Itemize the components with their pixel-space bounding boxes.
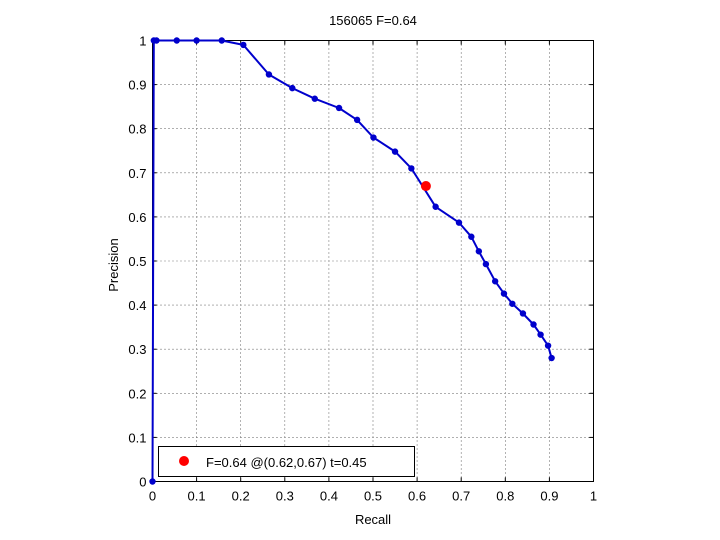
y-tick-label: 0.2	[128, 386, 146, 401]
legend-label: F=0.64 @(0.62,0.67) t=0.45	[206, 455, 367, 470]
x-tick-label: 1	[590, 489, 597, 504]
pr-curve-series	[149, 37, 555, 485]
x-tick-label: 0.9	[540, 489, 558, 504]
pr-curve-point	[370, 134, 377, 141]
pr-curve-point	[519, 310, 527, 317]
y-tick-label: 0.8	[128, 122, 146, 137]
legend-box	[158, 446, 415, 477]
pr-curve-point	[530, 321, 537, 328]
pr-curve-point	[475, 248, 483, 255]
pr-curve-point	[153, 37, 160, 44]
y-tick-label: 0.5	[128, 254, 146, 269]
pr-curve-point	[537, 331, 544, 338]
y-tick-label: 0.1	[128, 430, 146, 445]
legend-marker	[179, 456, 189, 466]
y-tick-labels: 0 0.1 0.2 0.3 0.4 0.5 0.6 0.7 0.8 0.9 1	[128, 34, 146, 490]
pr-curve-point	[240, 41, 247, 49]
pr-curve-point	[509, 300, 516, 307]
x-axis-label: Recall	[355, 512, 391, 527]
pr-curve-point	[432, 203, 439, 210]
x-tick-label: 0	[149, 489, 156, 504]
y-axis-label: Precision	[106, 238, 121, 291]
pr-curve-point	[193, 37, 200, 44]
y-tick-label: 0.3	[128, 342, 146, 357]
legend: F=0.64 @(0.62,0.67) t=0.45	[158, 446, 415, 477]
chart-title: 156065 F=0.64	[329, 13, 417, 28]
pr-curve-point	[455, 219, 463, 226]
y-tick-label: 0	[139, 475, 146, 490]
x-tick-label: 0.7	[452, 489, 470, 504]
pr-curve-point	[265, 71, 273, 78]
pr-curve-point	[311, 95, 318, 102]
best-f-marker-group	[420, 181, 431, 192]
pr-curve-point	[408, 165, 415, 172]
x-tick-label: 0.1	[188, 489, 206, 504]
pr-curve-line	[151, 39, 553, 482]
pr-curve-point	[468, 233, 475, 240]
grid-lines	[152, 40, 594, 482]
pr-curve-point	[391, 148, 399, 155]
pr-curve-point	[544, 342, 552, 349]
x-tick-label: 0.6	[408, 489, 426, 504]
x-tick-label: 0.2	[232, 489, 250, 504]
y-tick-label: 0.9	[128, 78, 146, 93]
pr-curve-point	[149, 478, 156, 485]
pr-curve-point	[289, 84, 296, 92]
pr-curve-point	[482, 260, 490, 268]
x-tick-label: 0.5	[364, 489, 382, 504]
y-tick-label: 0.4	[128, 298, 146, 313]
pr-curve-point	[548, 354, 555, 362]
x-tick-labels: 0 0.1 0.2 0.3 0.4 0.5 0.6 0.7 0.8 0.9 1	[149, 489, 597, 504]
y-tick-label: 0.6	[128, 210, 146, 225]
x-tick-label: 0.8	[496, 489, 514, 504]
best-f-marker	[420, 181, 431, 192]
pr-curve-point	[173, 37, 180, 44]
y-tick-label: 0.7	[128, 166, 146, 181]
x-tick-label: 0.3	[276, 489, 294, 504]
x-tick-label: 0.4	[320, 489, 338, 504]
y-tick-label: 1	[139, 34, 146, 49]
pr-curve-point	[335, 104, 343, 112]
pr-curve-point	[500, 290, 508, 297]
pr-curve-point	[218, 37, 225, 44]
pr-curve-point	[491, 278, 499, 285]
pr-curve-point	[353, 116, 361, 124]
